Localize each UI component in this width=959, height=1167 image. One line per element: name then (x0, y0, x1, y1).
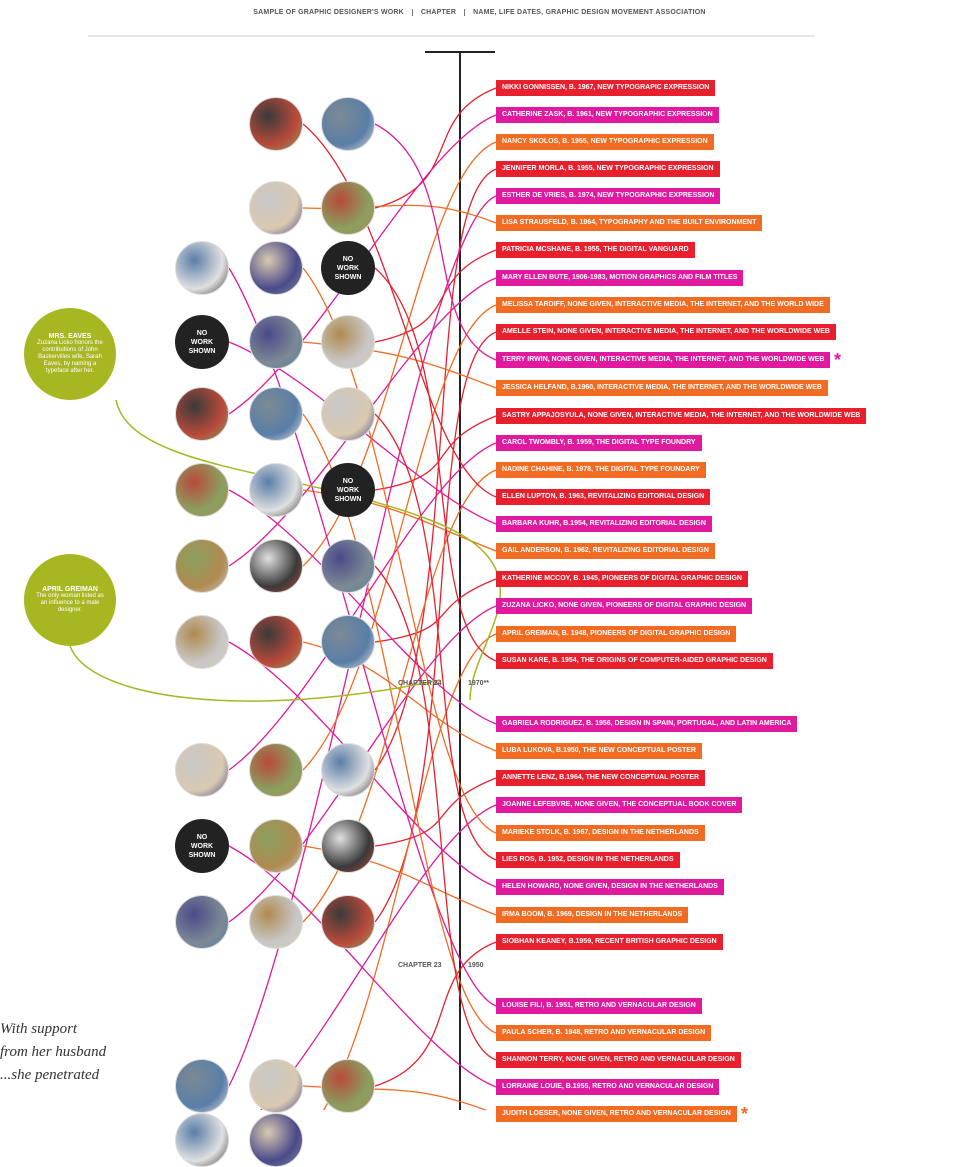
work-sample (249, 463, 303, 517)
page: {"header":{"columns":["SAMPLE OF GRAPHIC… (0, 0, 959, 1110)
designer-label: NANCY SKOLOS, B. 1955, NEW TYPOGRAPHIC E… (496, 134, 714, 150)
chapter-label: CHAPTER 23 (398, 962, 442, 969)
connector (375, 88, 496, 208)
designer-label: MARIEKE STOLK, B. 1967, DESIGN IN THE NE… (496, 825, 705, 841)
designer-label: ESTHER DE VRIES, B. 1974, NEW TYPOGRAPHI… (496, 188, 720, 204)
work-sample (249, 615, 303, 669)
work-sample (249, 895, 303, 949)
work-sample (249, 97, 303, 151)
work-sample (321, 1059, 375, 1113)
work-sample (249, 241, 303, 295)
asterisk: * (834, 352, 841, 368)
connector (303, 305, 496, 770)
work-sample (249, 539, 303, 593)
designer-label: LISA STRAUSFELD, B. 1964, TYPOGRAPHY AND… (496, 215, 762, 231)
work-sample (321, 615, 375, 669)
designer-label: LORRAINE LOUIE, B.1955, RETRO AND VERNAC… (496, 1079, 719, 1095)
work-sample (175, 539, 229, 593)
designer-label: SIOBHAN KEANEY, B.1959, RECENT BRITISH G… (496, 934, 723, 950)
designer-label: JUDITH LOESER, NONE GIVEN, RETRO AND VER… (496, 1106, 737, 1122)
designer-label: ELLEN LUPTON, B. 1963, REVITALIZING EDIT… (496, 489, 710, 505)
work-sample (175, 743, 229, 797)
work-sample (321, 743, 375, 797)
designer-label: APRIL GREIMAN, B. 1948, PIONEERS OF DIGI… (496, 626, 736, 642)
bubble-title: MRS. EAVES (36, 333, 104, 340)
designer-label: LUBA LUKOVA, B.1950, THE NEW CONCEPTUAL … (496, 743, 702, 759)
designer-label: GABRIELA RODRIGUEZ, B. 1956, DESIGN IN S… (496, 716, 797, 732)
work-sample (321, 539, 375, 593)
chapter-label: CHAPTER 24 (398, 680, 442, 687)
designer-label: ANNETTE LENZ, B.1964, THE NEW CONCEPTUAL… (496, 770, 705, 786)
bubble-text: Zuzana Licko honors the contributions of… (36, 340, 104, 375)
work-sample (321, 97, 375, 151)
header: SAMPLE OF GRAPHIC DESIGNER'S WORKCHAPTER… (0, 9, 959, 16)
quote: With support from her husband ...she pen… (0, 1018, 106, 1087)
work-sample (175, 463, 229, 517)
connector (375, 124, 496, 360)
work-sample (249, 743, 303, 797)
designer-label: PATRICIA MCSHANE, B. 1955, THE DIGITAL V… (496, 242, 695, 258)
header-col: SAMPLE OF GRAPHIC DESIGNER'S WORK (245, 9, 412, 16)
asterisk: * (741, 1106, 748, 1122)
designer-label: MARY ELLEN BUTE, 1906-1983, MOTION GRAPH… (496, 270, 743, 286)
work-sample (249, 387, 303, 441)
designer-label: HELEN HOWARD, NONE GIVEN, DESIGN IN THE … (496, 879, 724, 895)
designer-label: KATHERINE MCCOY, B. 1945, PIONEERS OF DI… (496, 571, 748, 587)
designer-label: ZUZANA LICKO, NONE GIVEN, PIONEERS OF DI… (496, 598, 752, 614)
work-sample (249, 315, 303, 369)
work-sample (249, 1059, 303, 1113)
designer-label: NADINE CHAHINE, B. 1978, THE DIGITAL TYP… (496, 462, 706, 478)
designer-label: LOUISE FILI, B. 1951, RETRO AND VERNACUL… (496, 998, 702, 1014)
work-sample (175, 1113, 229, 1167)
designer-label: JENNIFER MORLA, B. 1955, NEW TYPOGRAPHIC… (496, 161, 720, 177)
work-sample (175, 895, 229, 949)
designer-label: JESSICA HELFAND, B.1960, INTERACTIVE MED… (496, 380, 828, 396)
designer-label: NIKKI GONNISSEN, B. 1967, NEW TYPOGRAPIC… (496, 80, 715, 96)
connector-layer (0, 0, 959, 1110)
header-col: NAME, LIFE DATES, GRAPHIC DESIGN MOVEMEN… (464, 9, 714, 16)
designer-label: CATHERINE ZASK, B. 1961, NEW TYPOGRAPHIC… (496, 107, 719, 123)
connector (375, 332, 496, 922)
work-sample (321, 315, 375, 369)
work-sample (175, 1059, 229, 1113)
work-sample (249, 819, 303, 873)
designer-label: LIES ROS, B. 1952, DESIGN IN THE NETHERL… (496, 852, 680, 868)
designer-label: GAIL ANDERSON, B. 1962, REVITALIZING EDI… (496, 543, 715, 559)
work-sample (175, 387, 229, 441)
designer-label: SHANNON TERRY, NONE GIVEN, RETRO AND VER… (496, 1052, 741, 1068)
designer-label: AMELLE STEIN, NONE GIVEN, INTERACTIVE ME… (496, 324, 836, 340)
bubble-text: The only woman listed as an influence to… (36, 593, 104, 614)
designer-label: PAULA SCHER, B. 1948, RETRO AND VERNACUL… (496, 1025, 711, 1041)
work-sample (175, 241, 229, 295)
connector (375, 250, 496, 342)
chapter-year: 1970** (468, 680, 489, 687)
designer-label: IRMA BOOM, B. 1969, DESIGN IN THE NETHER… (496, 907, 688, 923)
work-sample (321, 181, 375, 235)
designer-label: MELISSA TARDIFF, NONE GIVEN, INTERACTIVE… (496, 297, 830, 313)
designer-label: TERRY IRWIN, NONE GIVEN, INTERACTIVE MED… (496, 352, 830, 368)
work-sample (321, 387, 375, 441)
no-work-circle: NO WORK SHOWN (175, 819, 229, 873)
work-sample (175, 615, 229, 669)
no-work-circle: NO WORK SHOWN (321, 463, 375, 517)
work-sample (249, 1113, 303, 1167)
header-col: CHAPTER (412, 9, 464, 16)
designer-label: JOANNE LEFEBVRE, NONE GIVEN, THE CONCEPT… (496, 797, 742, 813)
work-sample (321, 895, 375, 949)
chapter-year: 1950 (468, 962, 484, 969)
designer-label: SUSAN KARE, B. 1954, THE ORIGINS OF COMP… (496, 653, 773, 669)
work-sample (321, 819, 375, 873)
designer-label: BARBARA KUHR, B.1954, REVITALIZING EDITO… (496, 516, 712, 532)
connector (303, 124, 496, 497)
no-work-circle: NO WORK SHOWN (321, 241, 375, 295)
designer-label: SASTRY APPAJOSYULA, NONE GIVEN, INTERACT… (496, 408, 866, 424)
connector (229, 490, 496, 724)
bubble-title: APRIL GREIMAN (36, 586, 104, 593)
work-sample (249, 181, 303, 235)
no-work-circle: NO WORK SHOWN (175, 315, 229, 369)
designer-label: CAROL TWOMBLY, B. 1959, THE DIGITAL TYPE… (496, 435, 702, 451)
